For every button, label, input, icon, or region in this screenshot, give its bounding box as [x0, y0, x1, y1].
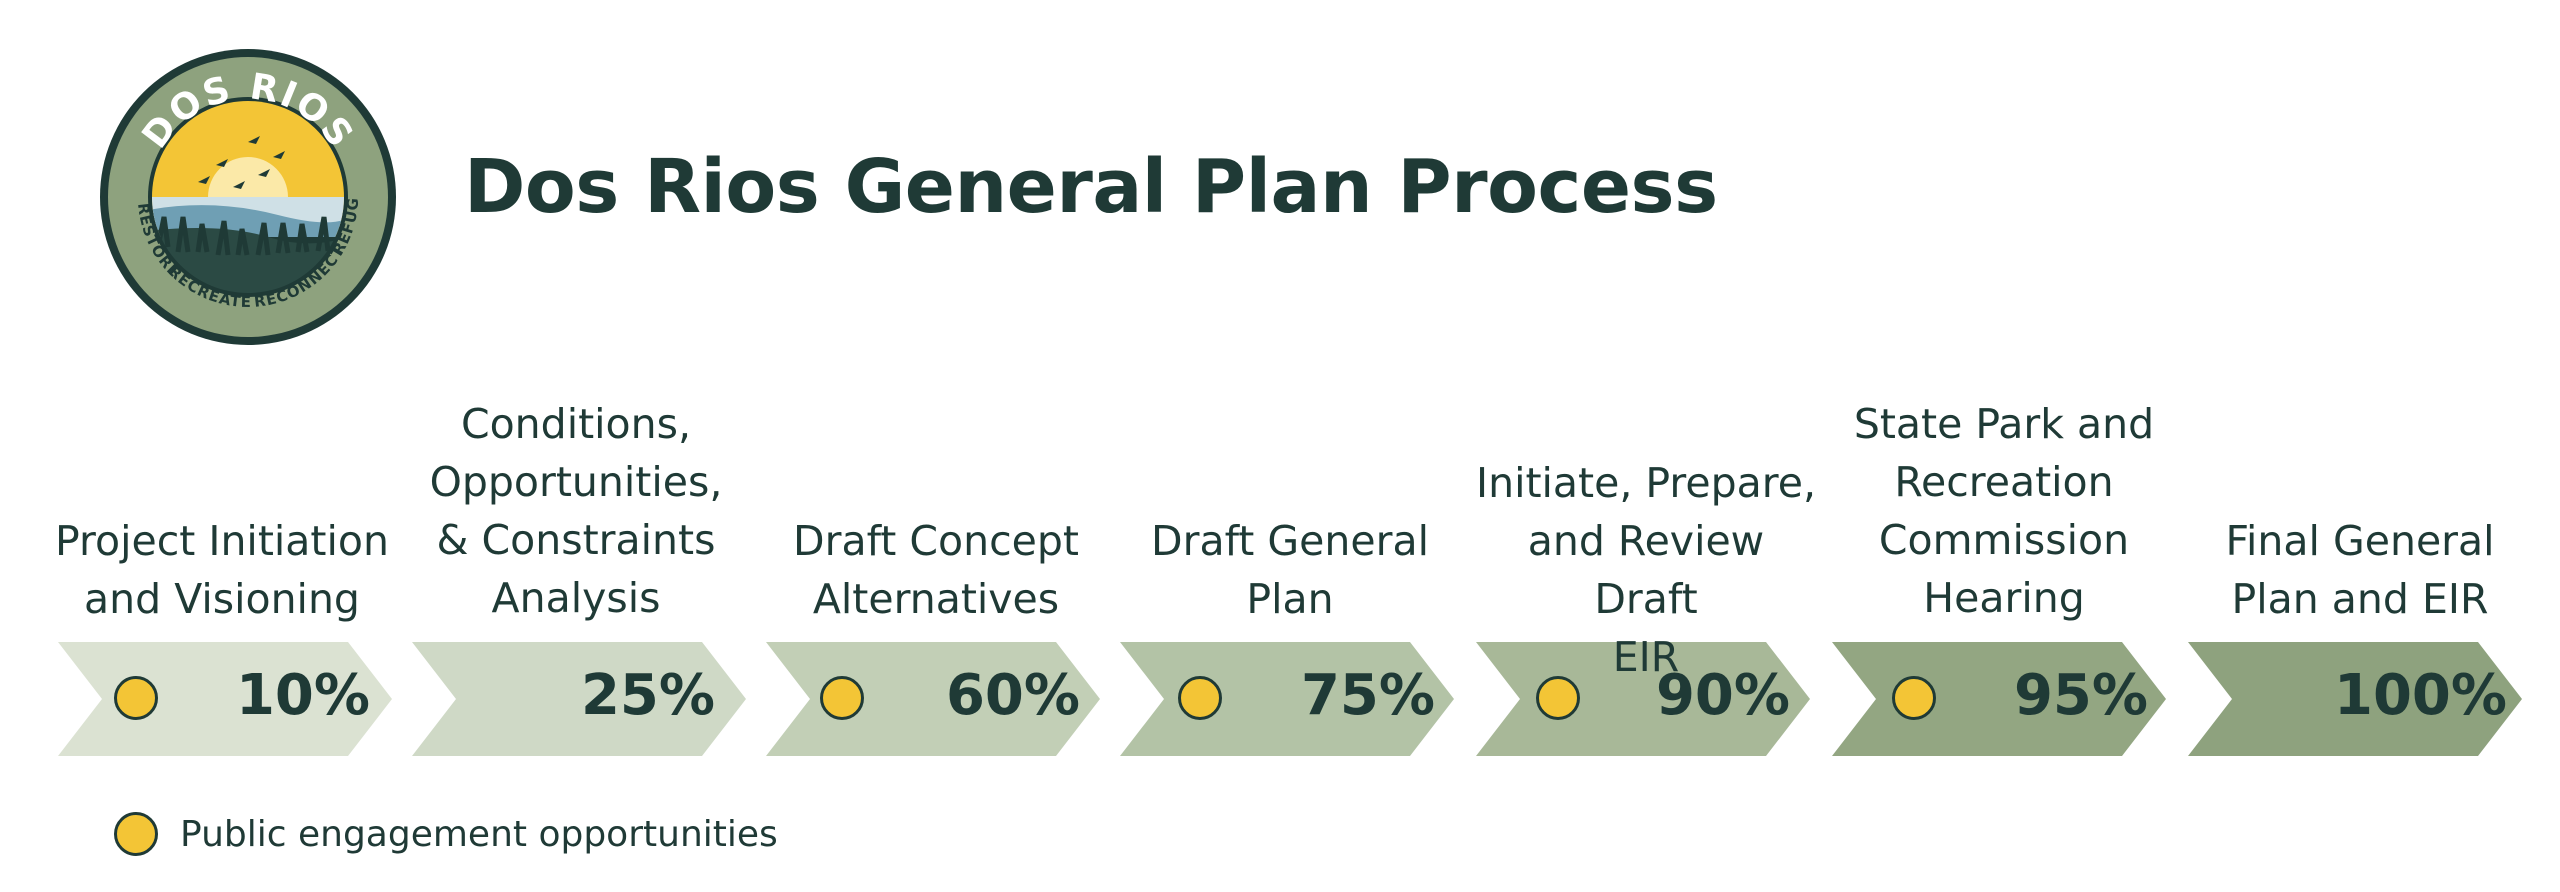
- step-chevron-5: [1476, 642, 1810, 756]
- step-percent-6: 95%: [2013, 663, 2148, 728]
- step-chevron-4: [1120, 642, 1454, 756]
- legend: Public engagement opportunities: [114, 812, 778, 856]
- step-label-6: State Park and Recreation Commission Hea…: [1853, 400, 2155, 622]
- step-label-4: Draft General Plan: [1151, 517, 1429, 623]
- step-percent-7: 100%: [2334, 663, 2508, 728]
- dos-rios-logo: DOS RIOS RESTORE RECREATE RECONNECT REFU…: [98, 47, 398, 347]
- legend-text: Public engagement opportunities: [180, 813, 778, 855]
- step-percent-1: 10%: [235, 663, 370, 728]
- step-label-1: Project Initiation and Visioning: [55, 517, 389, 623]
- step-percent-2: 25%: [580, 663, 715, 728]
- step-label-2: Conditions, Opportunities, & Constraints…: [429, 400, 723, 622]
- step-percent-3: 60%: [945, 663, 1080, 728]
- logo-emblem: DOS RIOS RESTORE RECREATE RECONNECT REFU…: [98, 47, 396, 345]
- engagement-dot-6: [1892, 676, 1936, 720]
- engagement-dot-4: [1178, 676, 1222, 720]
- step-percent-4: 75%: [1300, 663, 1435, 728]
- engagement-dot-5: [1536, 676, 1580, 720]
- step-chevron-1: [58, 642, 392, 756]
- step-chevron-3: [766, 642, 1100, 756]
- legend-dot: [114, 812, 158, 856]
- step-chevron-6: [1832, 642, 2166, 756]
- step-label-3: Draft Concept Alternatives: [793, 517, 1079, 623]
- engagement-dot-1: [114, 676, 158, 720]
- engagement-dot-3: [820, 676, 864, 720]
- step-label-7: Final General Plan and EIR: [2225, 517, 2495, 623]
- step-percent-5: 90%: [1655, 663, 1790, 728]
- step-chevron-7: [2188, 642, 2522, 756]
- step-chevron-2: [412, 642, 746, 756]
- page-title: Dos Rios General Plan Process: [464, 144, 1718, 230]
- step-label-5: Initiate, Prepare, and Review Draft EIR: [1476, 459, 1816, 681]
